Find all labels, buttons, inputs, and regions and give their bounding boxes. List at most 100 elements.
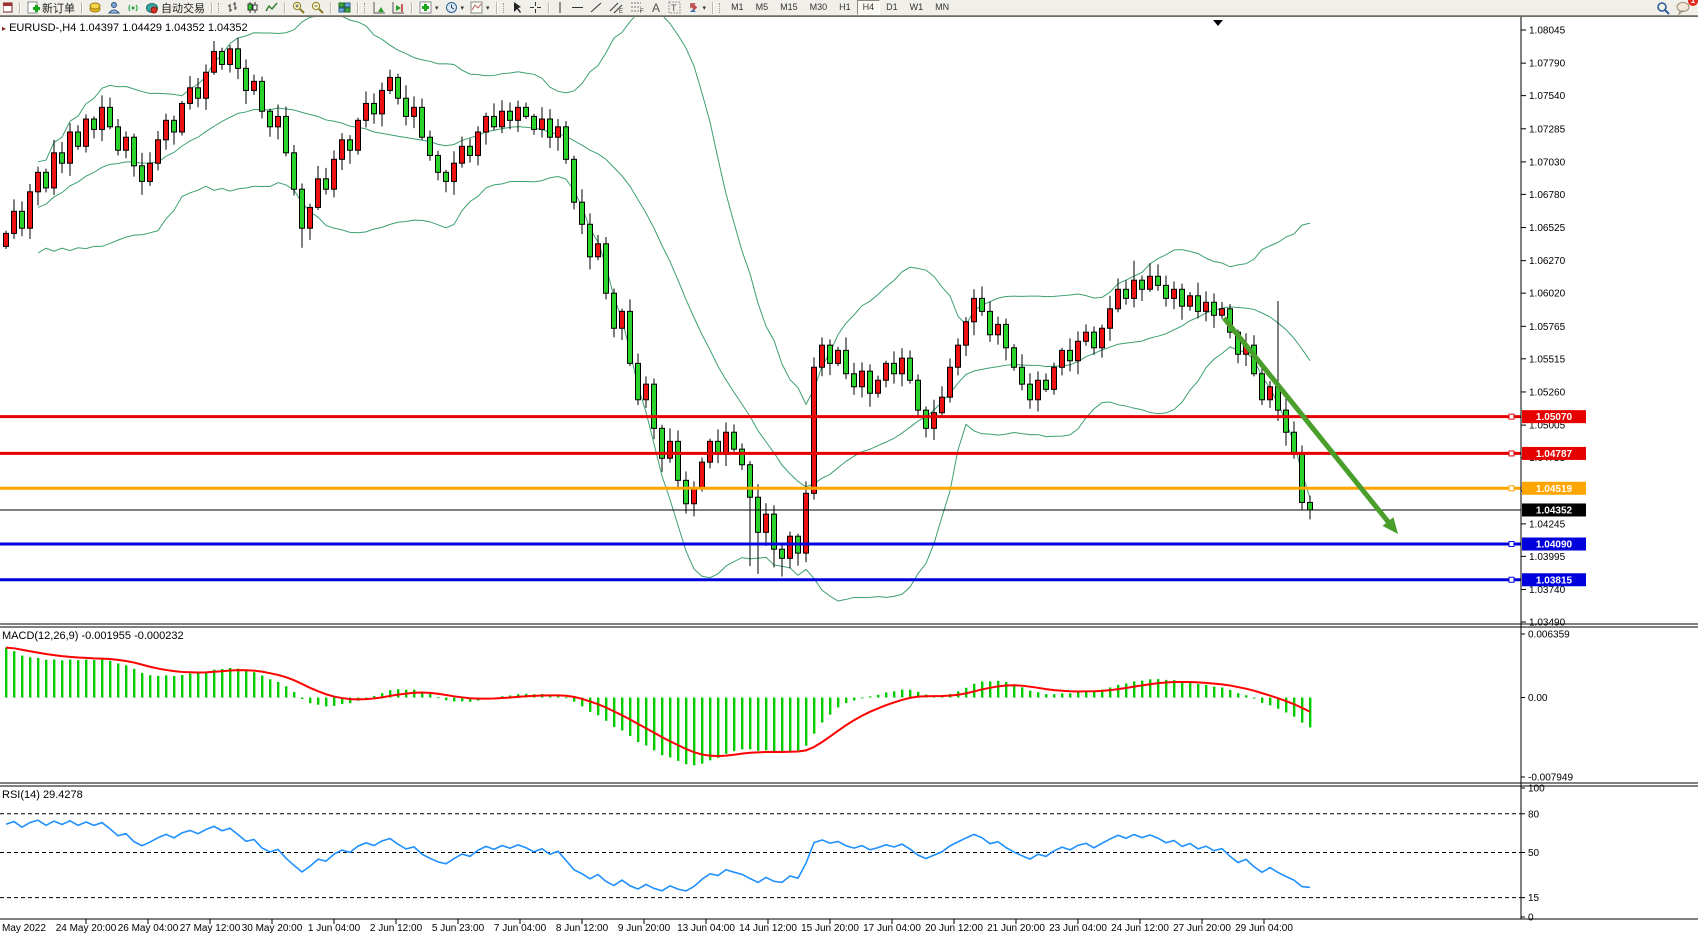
separator	[547, 1, 550, 14]
candles-layer	[3, 37, 1313, 577]
svg-text:1.06780: 1.06780	[1529, 190, 1566, 201]
fibonacci-icon[interactable]: F	[627, 0, 648, 15]
profiles-icon[interactable]	[105, 0, 124, 15]
chevron-down-icon[interactable]: ▾	[486, 4, 490, 12]
horizontal-line-icon[interactable]	[568, 0, 587, 15]
svg-text:1.05765: 1.05765	[1529, 322, 1566, 333]
svg-text:24 Jun 12:00: 24 Jun 12:00	[1111, 923, 1169, 934]
chart-title: ▸ EURUSD-,H4 1.04397 1.04429 1.04352 1.0…	[2, 22, 248, 34]
svg-text:17 Jun 04:00: 17 Jun 04:00	[863, 923, 921, 934]
toolbar-grip	[719, 2, 723, 13]
horizontal-line-objects[interactable]	[0, 413, 1521, 583]
autotrade-button[interactable]: 自动交易	[143, 0, 208, 15]
price-axis[interactable]: 1.08045 1.07790 1.07540 1.07285 1.07030 1.067…	[1521, 26, 1586, 924]
toolbar-grip	[364, 2, 368, 13]
vertical-line-icon[interactable]	[553, 0, 568, 15]
svg-text:1.04519: 1.04519	[1536, 484, 1573, 495]
periods-button[interactable]: ▾	[442, 0, 468, 15]
new-order-button[interactable]: 新订单	[24, 0, 78, 15]
auto-scroll-icon[interactable]	[370, 0, 389, 15]
svg-text:1.03815: 1.03815	[1536, 575, 1573, 586]
text-label-icon[interactable]: T	[665, 0, 684, 15]
timeframe-m5[interactable]: M5	[755, 2, 769, 12]
svg-text:F: F	[640, 9, 644, 14]
candlestick-chart-icon[interactable]	[243, 0, 262, 15]
macd-signal-line	[5, 646, 1311, 758]
text-icon[interactable]: A	[648, 0, 665, 15]
separator	[411, 1, 413, 14]
svg-text:1.05005: 1.05005	[1529, 421, 1566, 432]
toolbar-right: 1	[1653, 0, 1698, 15]
svg-text:24 May 20:00: 24 May 20:00	[56, 923, 117, 934]
svg-text:1.07540: 1.07540	[1529, 91, 1566, 102]
svg-text:1.06525: 1.06525	[1529, 223, 1566, 234]
timeframe-m15[interactable]: M15	[780, 2, 798, 12]
zoom-in-icon[interactable]	[289, 0, 308, 15]
symbol-period-label: EURUSD-,H4	[9, 22, 77, 34]
arrows-button[interactable]: ▾	[684, 0, 710, 15]
line-chart-icon[interactable]	[262, 0, 281, 15]
svg-text:E: E	[619, 9, 623, 14]
new-order-label: 新订单	[42, 2, 75, 15]
chevron-down-icon[interactable]: ▾	[435, 4, 439, 12]
zoom-out-icon[interactable]	[308, 0, 327, 15]
svg-text:20 Jun 12:00: 20 Jun 12:00	[925, 923, 983, 934]
svg-text:15: 15	[1528, 893, 1540, 904]
timeframe-h1[interactable]: H1	[839, 2, 851, 12]
timeframe-m1[interactable]: M1	[731, 2, 744, 12]
svg-text:1.06020: 1.06020	[1529, 289, 1566, 300]
chevron-down-icon[interactable]: ▾	[460, 4, 465, 12]
svg-text:13 Jun 04:00: 13 Jun 04:00	[677, 923, 735, 934]
svg-text:1.08045: 1.08045	[1529, 26, 1566, 37]
timeframe-mn[interactable]: MN	[935, 2, 950, 12]
svg-text:May 2022: May 2022	[2, 923, 46, 934]
crosshair-icon[interactable]	[526, 0, 545, 15]
rsi-panel	[0, 813, 1521, 899]
svg-text:0: 0	[1528, 913, 1534, 924]
timeframe-m30[interactable]: M30	[809, 2, 828, 12]
templates-button[interactable]: ▾	[467, 0, 493, 15]
svg-text:1.05070: 1.05070	[1536, 412, 1573, 423]
time-axis[interactable]: May 2022 24 May 20:00 26 May 04:00 27 May 1…	[2, 919, 1293, 934]
separator	[284, 1, 286, 14]
expand-arrow-icon[interactable]: ▸	[2, 24, 7, 33]
search-icon[interactable]	[1653, 0, 1673, 15]
chat-icon[interactable]: 1	[1673, 0, 1698, 15]
autotrade-label: 自动交易	[161, 2, 205, 15]
svg-text:1.03740: 1.03740	[1529, 585, 1566, 596]
bollinger-bands	[37, 12, 1311, 602]
toolbar-grip	[218, 2, 222, 13]
svg-text:80: 80	[1528, 809, 1540, 820]
svg-text:26 May 04:00: 26 May 04:00	[118, 923, 179, 934]
chevron-down-icon[interactable]: ▾	[702, 4, 707, 12]
timeframe-d1[interactable]: D1	[886, 2, 898, 12]
svg-text:8 Jun 12:00: 8 Jun 12:00	[556, 923, 609, 934]
trend-arrow-object[interactable]	[1222, 316, 1398, 534]
svg-text:21 Jun 20:00: 21 Jun 20:00	[987, 923, 1045, 934]
timeframe-w1[interactable]: W1	[909, 2, 924, 12]
bollinger-upper	[37, 12, 1311, 406]
separator	[211, 1, 213, 14]
toolbar-grip	[502, 2, 507, 13]
cursor-icon[interactable]	[509, 0, 526, 15]
chart-shift-icon[interactable]	[389, 0, 408, 15]
indicators-button[interactable]: ▾	[416, 0, 442, 15]
separator	[81, 1, 83, 14]
svg-text:1.05260: 1.05260	[1529, 387, 1566, 398]
window-icon[interactable]	[0, 0, 16, 15]
svg-text:A: A	[652, 1, 660, 14]
macd-panel	[5, 646, 1312, 766]
trendline-icon[interactable]	[587, 0, 606, 15]
svg-text:1.03490: 1.03490	[1529, 618, 1566, 629]
svg-text:-0.007949: -0.007949	[1528, 773, 1573, 784]
tile-windows-icon[interactable]	[335, 0, 354, 15]
timeframe-h4[interactable]: H4	[856, 0, 881, 15]
bar-chart-icon[interactable]	[224, 0, 243, 15]
svg-text:0.006359: 0.006359	[1528, 630, 1570, 641]
market-watch-icon[interactable]	[86, 0, 105, 15]
equidistant-channel-icon[interactable]: E	[606, 0, 627, 15]
svg-text:15 Jun 20:00: 15 Jun 20:00	[801, 923, 859, 934]
signals-icon[interactable]	[124, 0, 143, 15]
separator	[19, 1, 21, 14]
